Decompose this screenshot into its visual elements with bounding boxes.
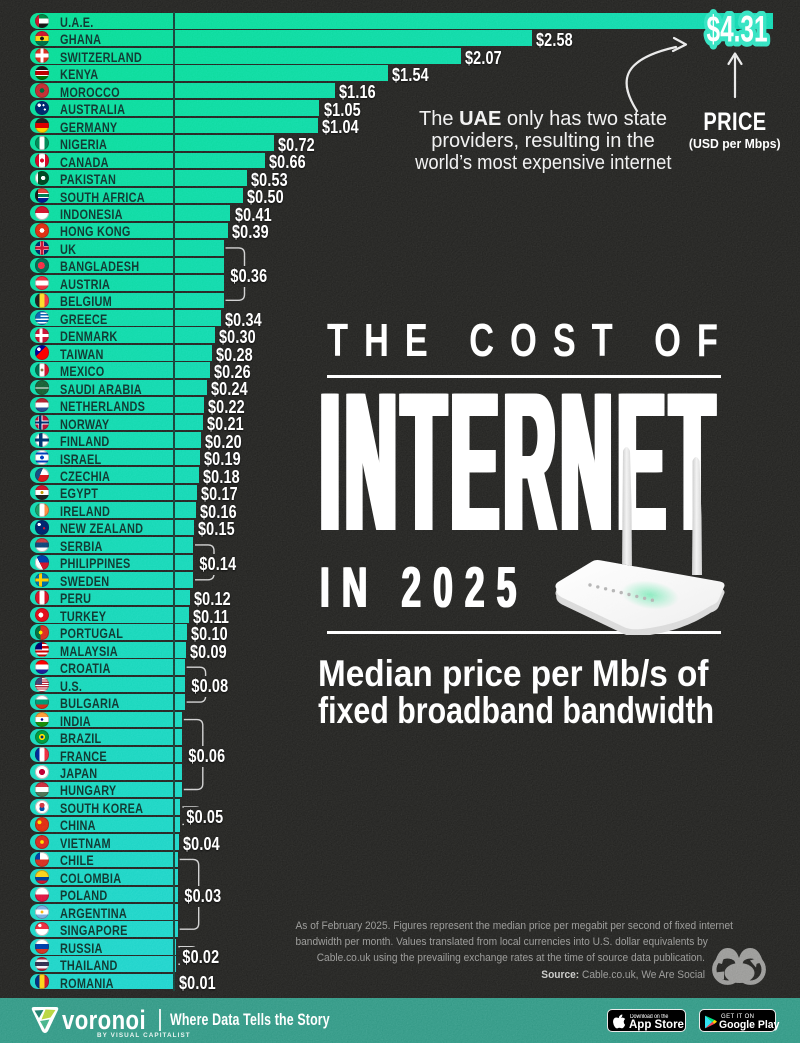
svg-text:$4.31: $4.31 bbox=[707, 8, 768, 49]
